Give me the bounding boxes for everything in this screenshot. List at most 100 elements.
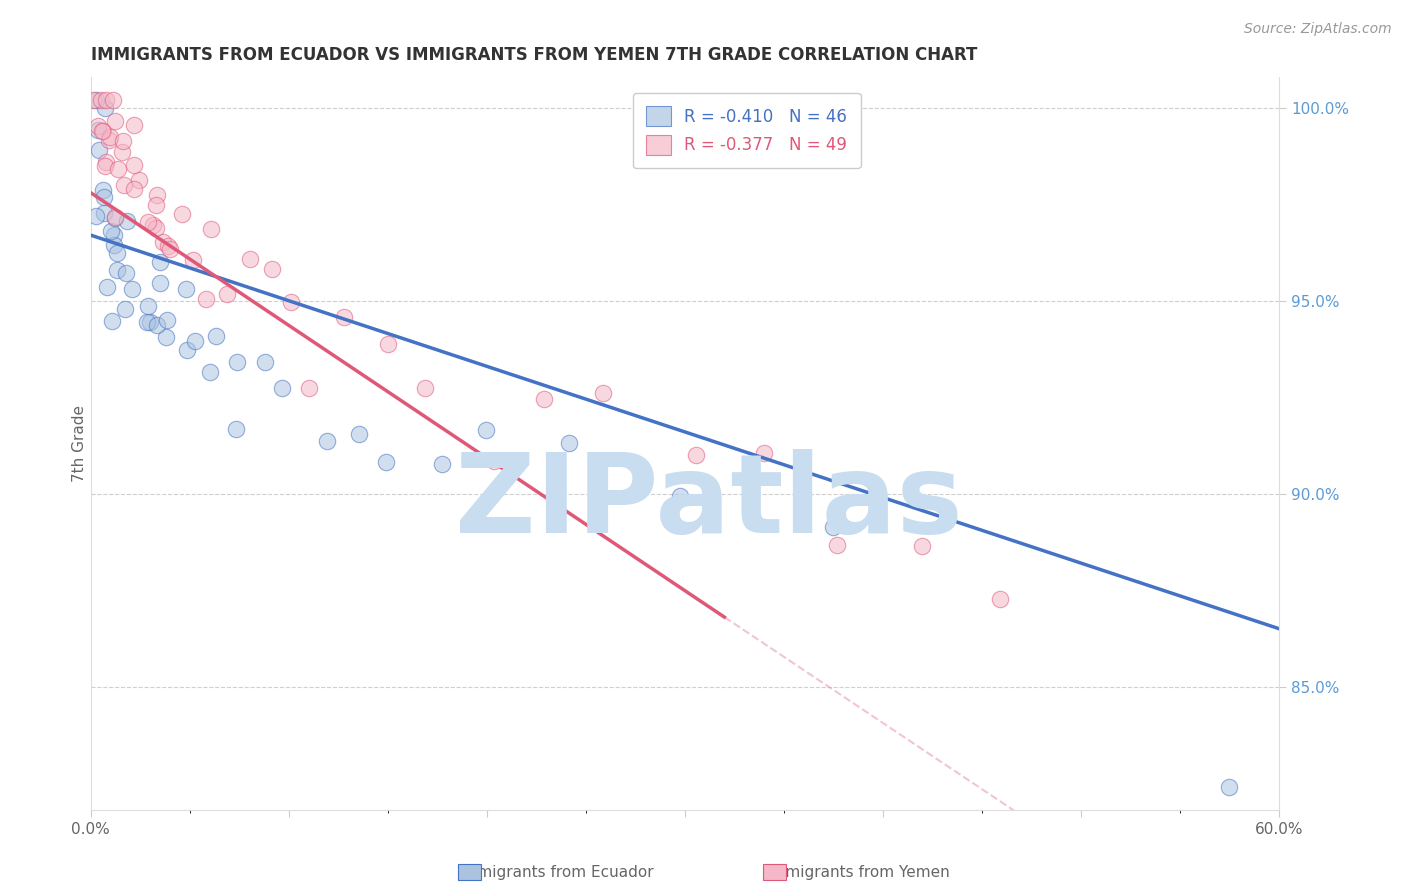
Point	[107, 161, 129, 176]
Point	[156, 313, 179, 327]
Point	[101, 93, 124, 107]
Point	[139, 315, 162, 329]
Point	[91, 124, 114, 138]
Point	[558, 435, 581, 450]
Y-axis label: 7th Grade: 7th Grade	[72, 405, 87, 482]
Point	[823, 520, 845, 534]
Point	[90, 93, 112, 107]
Point	[253, 355, 276, 369]
Point	[194, 292, 217, 306]
Point	[316, 434, 339, 449]
Point	[332, 310, 354, 324]
Point	[669, 489, 692, 503]
Point	[100, 314, 122, 328]
Point	[145, 198, 167, 212]
Point	[91, 183, 114, 197]
Point	[685, 448, 707, 462]
Point	[533, 392, 555, 406]
Point	[122, 158, 145, 172]
Point	[91, 124, 114, 138]
Point	[176, 343, 198, 357]
Point	[111, 145, 134, 159]
Point	[104, 211, 127, 225]
Point	[1218, 780, 1240, 794]
Point	[155, 330, 177, 344]
Point	[592, 386, 614, 401]
Point	[124, 119, 146, 133]
Point	[112, 178, 135, 193]
Point	[172, 207, 194, 221]
Point	[280, 295, 302, 310]
Point	[82, 93, 104, 107]
Point	[146, 188, 169, 202]
Legend: R = -0.410   N = 46, R = -0.377   N = 49: R = -0.410 N = 46, R = -0.377 N = 49	[633, 93, 860, 169]
Point	[122, 182, 145, 196]
Text: IMMIGRANTS FROM ECUADOR VS IMMIGRANTS FROM YEMEN 7TH GRADE CORRELATION CHART: IMMIGRANTS FROM ECUADOR VS IMMIGRANTS FR…	[90, 46, 977, 64]
Point	[432, 458, 454, 472]
Point	[136, 299, 159, 313]
Point	[105, 262, 128, 277]
Point	[105, 246, 128, 260]
Point	[205, 329, 228, 343]
Point	[104, 114, 127, 128]
Point	[374, 455, 396, 469]
Point	[100, 224, 122, 238]
Point	[149, 255, 172, 269]
Point	[215, 286, 238, 301]
Text: Source: ZipAtlas.com: Source: ZipAtlas.com	[1244, 22, 1392, 37]
Point	[988, 591, 1011, 606]
Point	[94, 159, 117, 173]
Point	[96, 280, 118, 294]
Point	[159, 242, 181, 256]
Text: Immigrants from Ecuador: Immigrants from Ecuador	[457, 865, 654, 880]
Point	[87, 119, 110, 133]
Point	[415, 381, 437, 395]
Point	[145, 221, 167, 235]
Point	[114, 266, 136, 280]
Point	[184, 334, 207, 348]
Point	[181, 252, 204, 267]
Text: Immigrants from Yemen: Immigrants from Yemen	[766, 865, 949, 880]
Point	[87, 143, 110, 157]
Point	[103, 237, 125, 252]
Point	[347, 427, 370, 442]
Point	[270, 381, 292, 395]
Point	[136, 314, 159, 328]
Point	[198, 365, 221, 379]
Text: ZIPatlas: ZIPatlas	[454, 449, 963, 556]
Point	[482, 454, 505, 468]
Point	[84, 93, 107, 107]
Point	[174, 282, 197, 296]
Point	[142, 218, 165, 232]
Point	[827, 538, 849, 552]
Point	[152, 235, 174, 249]
Point	[114, 301, 136, 316]
Point	[752, 445, 775, 459]
Point	[94, 93, 117, 107]
Point	[911, 539, 934, 553]
Point	[377, 337, 399, 351]
Point	[225, 422, 247, 436]
Point	[98, 129, 121, 144]
Point	[239, 252, 262, 266]
Point	[298, 380, 321, 394]
Point	[112, 134, 135, 148]
Point	[93, 205, 115, 219]
Point	[474, 424, 496, 438]
Point	[225, 354, 247, 368]
Point	[93, 101, 115, 115]
Point	[103, 228, 125, 243]
Point	[87, 122, 110, 136]
Point	[84, 209, 107, 223]
Point	[97, 132, 120, 146]
Point	[94, 155, 117, 169]
Point	[115, 214, 138, 228]
Point	[146, 318, 169, 332]
Point	[136, 214, 159, 228]
Point	[157, 239, 180, 253]
Point	[260, 262, 283, 277]
Point	[200, 222, 222, 236]
Point	[121, 282, 143, 296]
Point	[104, 211, 127, 225]
Point	[93, 190, 115, 204]
